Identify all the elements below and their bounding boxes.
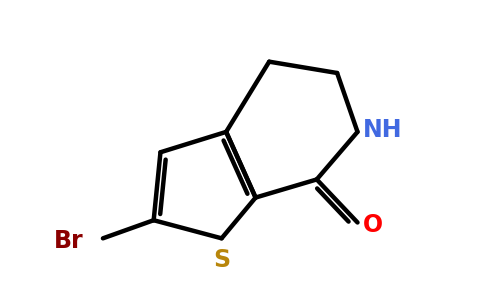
Text: O: O: [363, 213, 383, 237]
Text: Br: Br: [54, 229, 83, 253]
Text: NH: NH: [363, 118, 403, 142]
Text: S: S: [213, 248, 230, 272]
